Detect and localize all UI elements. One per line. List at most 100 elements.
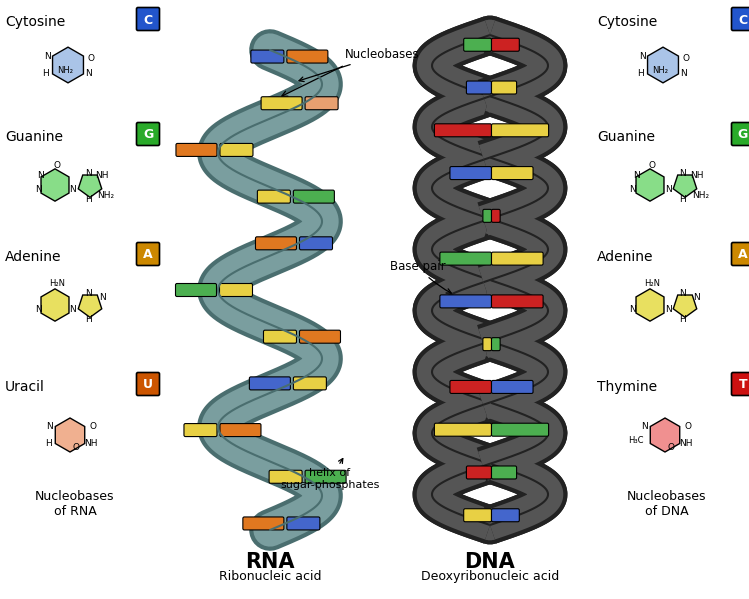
- Text: H₂N: H₂N: [49, 279, 65, 288]
- FancyBboxPatch shape: [305, 96, 338, 110]
- FancyBboxPatch shape: [732, 8, 749, 31]
- Text: N: N: [34, 186, 41, 195]
- Polygon shape: [78, 175, 102, 197]
- FancyBboxPatch shape: [732, 123, 749, 146]
- FancyBboxPatch shape: [136, 123, 160, 146]
- Text: Thymine: Thymine: [597, 380, 657, 394]
- Text: NH: NH: [679, 439, 693, 448]
- Text: Cytosine: Cytosine: [597, 15, 658, 29]
- FancyBboxPatch shape: [732, 243, 749, 265]
- Text: helix of
sugar-phosphates: helix of sugar-phosphates: [280, 459, 380, 490]
- Text: N: N: [641, 422, 648, 431]
- FancyBboxPatch shape: [491, 209, 500, 222]
- FancyBboxPatch shape: [491, 252, 543, 265]
- FancyBboxPatch shape: [450, 167, 491, 180]
- FancyBboxPatch shape: [294, 190, 334, 203]
- Text: O: O: [53, 161, 61, 170]
- Text: N: N: [639, 52, 646, 60]
- Text: Uracil: Uracil: [5, 380, 45, 394]
- FancyBboxPatch shape: [136, 373, 160, 395]
- Text: N: N: [630, 305, 637, 314]
- Text: Nucleobases: Nucleobases: [299, 48, 419, 81]
- FancyBboxPatch shape: [491, 167, 533, 180]
- FancyBboxPatch shape: [483, 209, 491, 222]
- FancyBboxPatch shape: [264, 330, 297, 343]
- Text: N: N: [44, 52, 51, 60]
- Text: N: N: [85, 69, 92, 78]
- Text: Adenine: Adenine: [5, 250, 61, 264]
- FancyBboxPatch shape: [243, 517, 284, 530]
- Text: Adenine: Adenine: [597, 250, 653, 264]
- Text: Ribonucleic acid: Ribonucleic acid: [219, 570, 321, 583]
- Polygon shape: [673, 295, 697, 317]
- FancyBboxPatch shape: [450, 380, 491, 394]
- FancyBboxPatch shape: [251, 50, 284, 63]
- FancyBboxPatch shape: [287, 50, 328, 63]
- Text: G: G: [738, 129, 748, 141]
- Text: H: H: [85, 314, 91, 323]
- Text: Nucleobases
of RNA: Nucleobases of RNA: [35, 490, 115, 518]
- Text: Deoxyribonucleic acid: Deoxyribonucleic acid: [421, 570, 559, 583]
- FancyBboxPatch shape: [491, 423, 548, 436]
- Text: N: N: [679, 168, 686, 177]
- Text: N: N: [85, 289, 91, 298]
- Text: N: N: [694, 292, 700, 301]
- FancyBboxPatch shape: [220, 423, 261, 437]
- Text: O: O: [649, 161, 655, 170]
- Text: O: O: [667, 443, 675, 452]
- Text: O: O: [88, 53, 95, 62]
- Text: N: N: [70, 186, 76, 195]
- FancyBboxPatch shape: [434, 423, 491, 436]
- Text: G: G: [143, 129, 153, 141]
- Text: C: C: [144, 14, 153, 26]
- FancyBboxPatch shape: [176, 143, 217, 156]
- Text: Base pair: Base pair: [390, 260, 452, 293]
- FancyBboxPatch shape: [287, 517, 320, 530]
- Text: Nucleobases
of DNA: Nucleobases of DNA: [627, 490, 707, 518]
- FancyBboxPatch shape: [491, 338, 500, 350]
- Text: N: N: [664, 305, 671, 314]
- Text: N: N: [46, 422, 52, 431]
- FancyBboxPatch shape: [491, 380, 533, 394]
- Text: N: N: [34, 305, 41, 314]
- FancyBboxPatch shape: [255, 237, 297, 250]
- FancyBboxPatch shape: [434, 124, 491, 137]
- Text: Guanine: Guanine: [5, 130, 63, 144]
- Text: H: H: [42, 69, 49, 78]
- FancyBboxPatch shape: [258, 190, 291, 203]
- Text: NH₂: NH₂: [692, 190, 709, 199]
- Polygon shape: [41, 289, 69, 321]
- Text: H: H: [637, 69, 644, 78]
- FancyBboxPatch shape: [491, 38, 519, 52]
- FancyBboxPatch shape: [269, 470, 302, 483]
- Text: C: C: [739, 14, 748, 26]
- FancyBboxPatch shape: [483, 338, 491, 350]
- Polygon shape: [673, 175, 697, 197]
- FancyBboxPatch shape: [219, 283, 252, 297]
- Text: N: N: [70, 305, 76, 314]
- Text: NH: NH: [691, 171, 704, 180]
- Text: Cytosine: Cytosine: [5, 15, 65, 29]
- Text: N: N: [680, 69, 687, 78]
- Text: NH₂: NH₂: [97, 190, 115, 199]
- Text: Guanine: Guanine: [597, 130, 655, 144]
- FancyBboxPatch shape: [136, 243, 160, 265]
- Polygon shape: [78, 295, 102, 317]
- FancyBboxPatch shape: [300, 330, 341, 343]
- Text: O: O: [89, 422, 96, 431]
- Text: N: N: [633, 171, 640, 180]
- FancyBboxPatch shape: [440, 252, 491, 265]
- Text: N: N: [679, 289, 686, 298]
- Text: H: H: [45, 439, 52, 448]
- Text: H: H: [85, 195, 91, 204]
- Text: O: O: [685, 422, 691, 431]
- FancyBboxPatch shape: [175, 283, 216, 297]
- FancyBboxPatch shape: [491, 81, 517, 94]
- FancyBboxPatch shape: [294, 377, 327, 390]
- Text: O: O: [73, 443, 79, 452]
- Text: RNA: RNA: [245, 552, 295, 572]
- FancyBboxPatch shape: [732, 373, 749, 395]
- Text: H: H: [679, 195, 686, 204]
- FancyBboxPatch shape: [467, 81, 491, 94]
- Text: NH: NH: [84, 439, 97, 448]
